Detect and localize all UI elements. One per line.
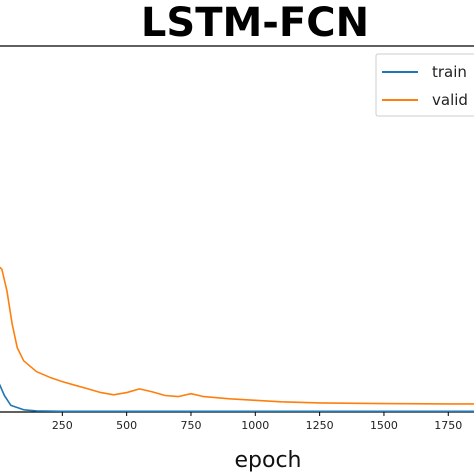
chart-title: LSTM-FCN [141, 0, 369, 46]
x-tick-label: 500 [116, 419, 137, 432]
x-tick-label: 1000 [241, 419, 269, 432]
x-axis: 250 500 750 1000 1250 1500 1750 [52, 412, 462, 432]
legend: train valid [375, 53, 474, 117]
x-tick-label: 1250 [306, 419, 334, 432]
legend-label-train: train [432, 63, 467, 81]
series-line-valid [0, 266, 474, 405]
x-tick-label: 1500 [370, 419, 398, 432]
series-layer [0, 266, 474, 413]
series-line-train [0, 383, 474, 413]
legend-label-valid: valid [432, 91, 468, 109]
x-axis-label: epoch [235, 448, 302, 473]
x-tick-label: 750 [180, 419, 201, 432]
x-tick-label: 250 [52, 419, 73, 432]
x-tick-label: 1750 [434, 419, 462, 432]
